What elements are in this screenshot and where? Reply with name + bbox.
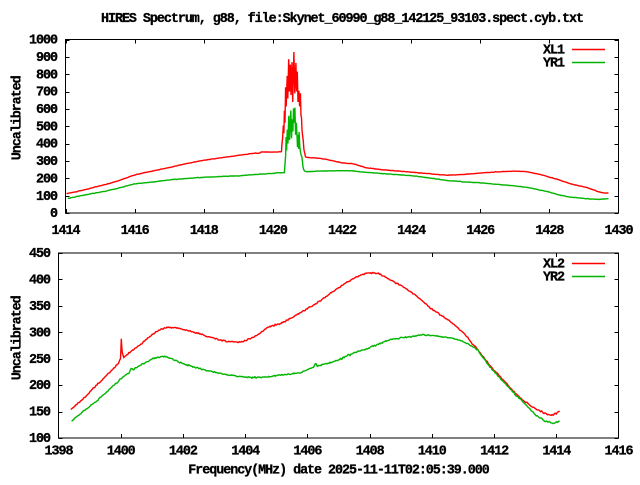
svg-text:300: 300 [29,326,51,341]
svg-text:600: 600 [36,103,58,118]
svg-text:1428: 1428 [535,224,564,239]
svg-text:1416: 1416 [605,445,634,460]
svg-text:150: 150 [29,406,51,421]
svg-text:450: 450 [29,247,51,262]
svg-text:1410: 1410 [418,445,447,460]
svg-text:250: 250 [29,353,51,368]
svg-text:200: 200 [36,172,58,187]
svg-text:100: 100 [29,432,51,447]
svg-text:0: 0 [50,207,58,222]
svg-text:1414: 1414 [52,224,81,239]
svg-text:Frequency(MHz) date 2025-11-11: Frequency(MHz) date 2025-11-11T02:05:39.… [188,464,489,479]
svg-text:1422: 1422 [328,224,357,239]
svg-text:1402: 1402 [169,445,198,460]
svg-text:XL1: XL1 [543,44,565,59]
svg-text:200: 200 [29,379,51,394]
svg-text:1000: 1000 [29,34,58,49]
svg-text:1408: 1408 [356,445,385,460]
svg-text:1430: 1430 [605,224,634,239]
svg-text:100: 100 [36,190,58,205]
svg-text:500: 500 [36,120,58,135]
svg-text:1400: 1400 [107,445,136,460]
svg-text:Uncalibrated: Uncalibrated [11,75,26,160]
svg-text:1426: 1426 [466,224,495,239]
svg-text:1414: 1414 [542,445,571,460]
svg-text:1416: 1416 [121,224,150,239]
svg-text:Uncalibrated: Uncalibrated [11,295,26,380]
svg-text:400: 400 [29,274,51,289]
svg-text:1398: 1398 [45,445,74,460]
svg-text:YR2: YR2 [543,271,565,286]
svg-text:900: 900 [36,51,58,66]
svg-text:HIRES Spectrum, g88, file:Skyn: HIRES Spectrum, g88, file:Skynet_60990_g… [101,12,583,27]
svg-text:300: 300 [36,155,58,170]
svg-text:1424: 1424 [397,224,426,239]
svg-text:1404: 1404 [231,445,260,460]
svg-text:800: 800 [36,68,58,83]
svg-text:XL2: XL2 [543,258,565,273]
svg-text:1406: 1406 [293,445,322,460]
svg-text:1418: 1418 [190,224,219,239]
svg-text:YR1: YR1 [543,57,565,72]
svg-text:400: 400 [36,138,58,153]
svg-text:1420: 1420 [259,224,288,239]
svg-text:350: 350 [29,300,51,315]
svg-text:700: 700 [36,86,58,101]
svg-text:1412: 1412 [480,445,509,460]
